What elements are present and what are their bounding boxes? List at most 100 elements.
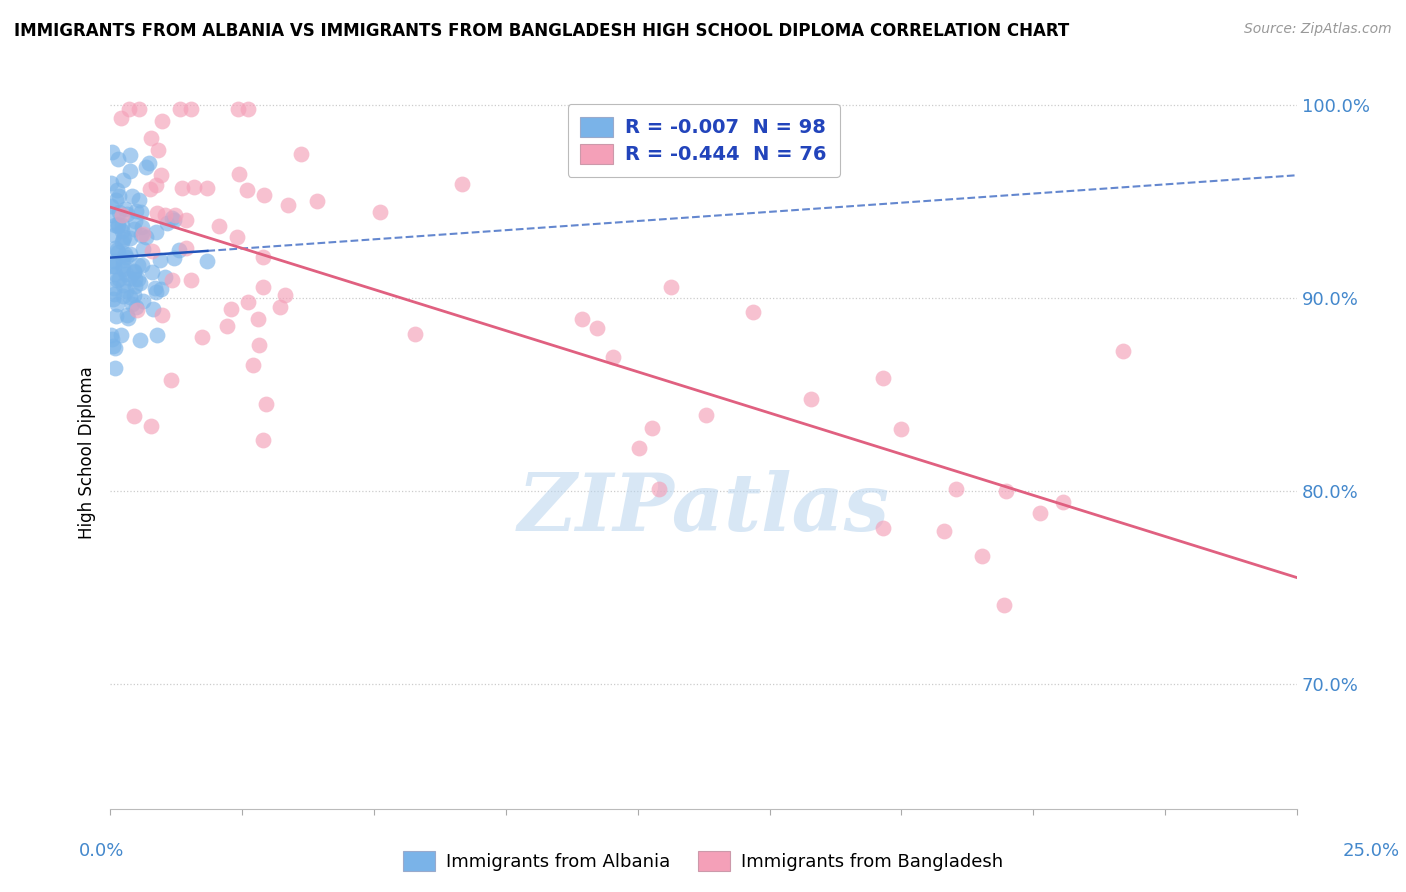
Point bbox=[368, 205, 391, 219]
Point bbox=[932, 524, 955, 538]
Point bbox=[111, 277, 134, 292]
Point bbox=[104, 194, 127, 208]
Point bbox=[107, 217, 129, 231]
Point bbox=[254, 396, 277, 410]
Point bbox=[104, 267, 127, 281]
Point bbox=[571, 312, 593, 326]
Point bbox=[1029, 506, 1052, 520]
Point bbox=[277, 198, 299, 212]
Point bbox=[111, 224, 134, 238]
Point bbox=[995, 484, 1018, 499]
Point bbox=[226, 230, 249, 244]
Point bbox=[122, 409, 145, 424]
Point bbox=[627, 441, 650, 455]
Point bbox=[404, 327, 426, 342]
Point bbox=[135, 160, 157, 174]
Point bbox=[122, 265, 145, 279]
Point bbox=[101, 292, 124, 306]
Point bbox=[125, 301, 148, 315]
Legend: Immigrants from Albania, Immigrants from Bangladesh: Immigrants from Albania, Immigrants from… bbox=[395, 844, 1011, 879]
Point bbox=[112, 289, 135, 303]
Point bbox=[695, 408, 717, 422]
Point bbox=[103, 259, 125, 273]
Point bbox=[180, 273, 202, 287]
Point bbox=[101, 145, 124, 159]
Point bbox=[115, 284, 138, 298]
Point bbox=[141, 265, 163, 279]
Point bbox=[129, 227, 152, 242]
Point bbox=[253, 188, 276, 202]
Point bbox=[661, 280, 683, 294]
Point bbox=[108, 189, 131, 203]
Point bbox=[141, 244, 163, 258]
Point bbox=[162, 212, 184, 227]
Point bbox=[100, 199, 122, 213]
Point bbox=[100, 327, 122, 342]
Point bbox=[129, 205, 152, 219]
Point bbox=[114, 247, 136, 261]
Legend: R = -0.007  N = 98, R = -0.444  N = 76: R = -0.007 N = 98, R = -0.444 N = 76 bbox=[568, 104, 839, 177]
Point bbox=[112, 232, 135, 246]
Point bbox=[138, 155, 160, 169]
Point bbox=[226, 102, 249, 116]
Point bbox=[1112, 344, 1135, 359]
Point bbox=[128, 193, 150, 207]
Point bbox=[252, 279, 274, 293]
Point bbox=[117, 207, 139, 221]
Point bbox=[191, 329, 214, 343]
Point bbox=[107, 244, 129, 259]
Point bbox=[183, 180, 205, 194]
Point bbox=[103, 242, 125, 256]
Point bbox=[111, 173, 134, 187]
Point bbox=[125, 203, 148, 218]
Point bbox=[124, 264, 146, 278]
Point bbox=[120, 290, 142, 304]
Point bbox=[143, 281, 166, 295]
Point bbox=[124, 271, 146, 285]
Point bbox=[120, 231, 142, 245]
Point bbox=[247, 338, 270, 352]
Point bbox=[124, 214, 146, 228]
Point bbox=[238, 295, 260, 310]
Point bbox=[800, 392, 823, 407]
Point bbox=[127, 258, 149, 272]
Point bbox=[195, 181, 218, 195]
Point bbox=[110, 112, 132, 126]
Point bbox=[104, 360, 127, 375]
Point bbox=[114, 202, 136, 216]
Point bbox=[105, 273, 128, 287]
Point bbox=[118, 102, 141, 116]
Point bbox=[121, 297, 143, 311]
Point bbox=[149, 282, 172, 296]
Point bbox=[970, 549, 993, 563]
Point bbox=[160, 211, 183, 226]
Point bbox=[180, 102, 202, 116]
Point bbox=[107, 219, 129, 234]
Point bbox=[993, 599, 1015, 613]
Point bbox=[246, 312, 269, 326]
Point bbox=[150, 114, 173, 128]
Point bbox=[105, 243, 128, 257]
Point bbox=[647, 483, 669, 497]
Y-axis label: High School Diploma: High School Diploma bbox=[79, 366, 96, 539]
Point bbox=[112, 261, 135, 276]
Point bbox=[156, 216, 179, 230]
Point bbox=[252, 250, 274, 264]
Point bbox=[145, 178, 167, 192]
Point bbox=[101, 208, 124, 222]
Point bbox=[195, 253, 218, 268]
Point bbox=[155, 270, 177, 285]
Point bbox=[160, 373, 183, 387]
Point bbox=[585, 321, 607, 335]
Point bbox=[169, 102, 191, 116]
Point bbox=[101, 332, 124, 346]
Point bbox=[124, 279, 146, 293]
Text: 0.0%: 0.0% bbox=[79, 842, 124, 860]
Point bbox=[112, 258, 135, 272]
Point bbox=[105, 183, 128, 197]
Point bbox=[127, 303, 149, 318]
Point bbox=[117, 311, 139, 326]
Point bbox=[872, 521, 894, 535]
Point bbox=[146, 206, 169, 220]
Point bbox=[215, 318, 238, 333]
